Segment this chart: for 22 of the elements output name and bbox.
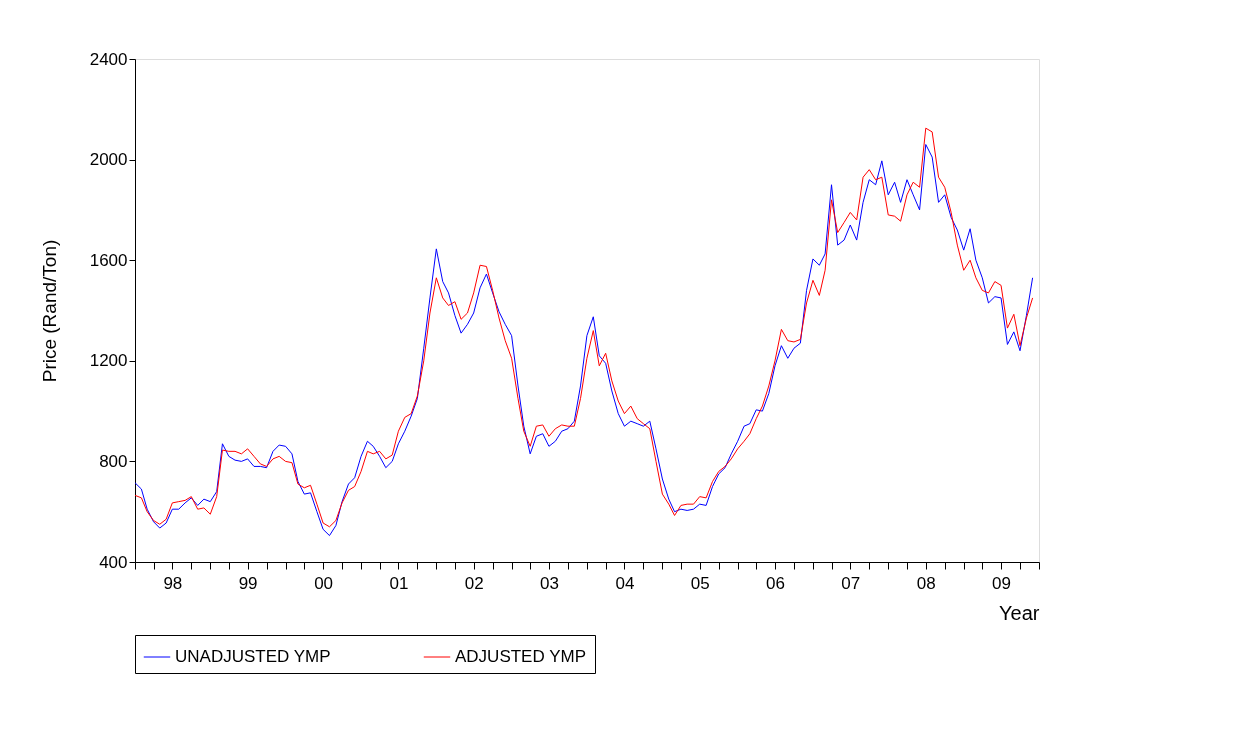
x-tick-label: 06: [766, 573, 785, 593]
x-tick-label: 99: [238, 573, 258, 593]
x-tick-label: 09: [992, 573, 1012, 593]
x-tick-label: 02: [464, 573, 484, 593]
x-tick-label: 05: [690, 573, 710, 593]
x-tick-label: 01: [389, 573, 409, 593]
y-axis-title: Price (Rand/Ton): [38, 239, 60, 383]
legend-label: UNADJUSTED YMP: [175, 647, 331, 666]
x-tick-label: 98: [163, 573, 183, 593]
y-tick-label: 800: [99, 451, 128, 471]
y-tick-label: 1200: [89, 351, 128, 371]
x-tick-label: 03: [539, 573, 559, 593]
x-tick-label: 07: [841, 573, 861, 593]
y-tick-label: 1600: [89, 250, 128, 270]
y-tick-label: 2400: [89, 49, 128, 69]
y-tick-label: 2000: [89, 150, 128, 170]
legend-label: ADJUSTED YMP: [455, 647, 586, 666]
x-tick-label: 04: [615, 573, 635, 593]
x-axis-title: Year: [999, 601, 1040, 624]
y-tick-label: 400: [99, 552, 128, 572]
x-tick-label: 08: [916, 573, 936, 593]
x-tick-label: 00: [314, 573, 334, 593]
